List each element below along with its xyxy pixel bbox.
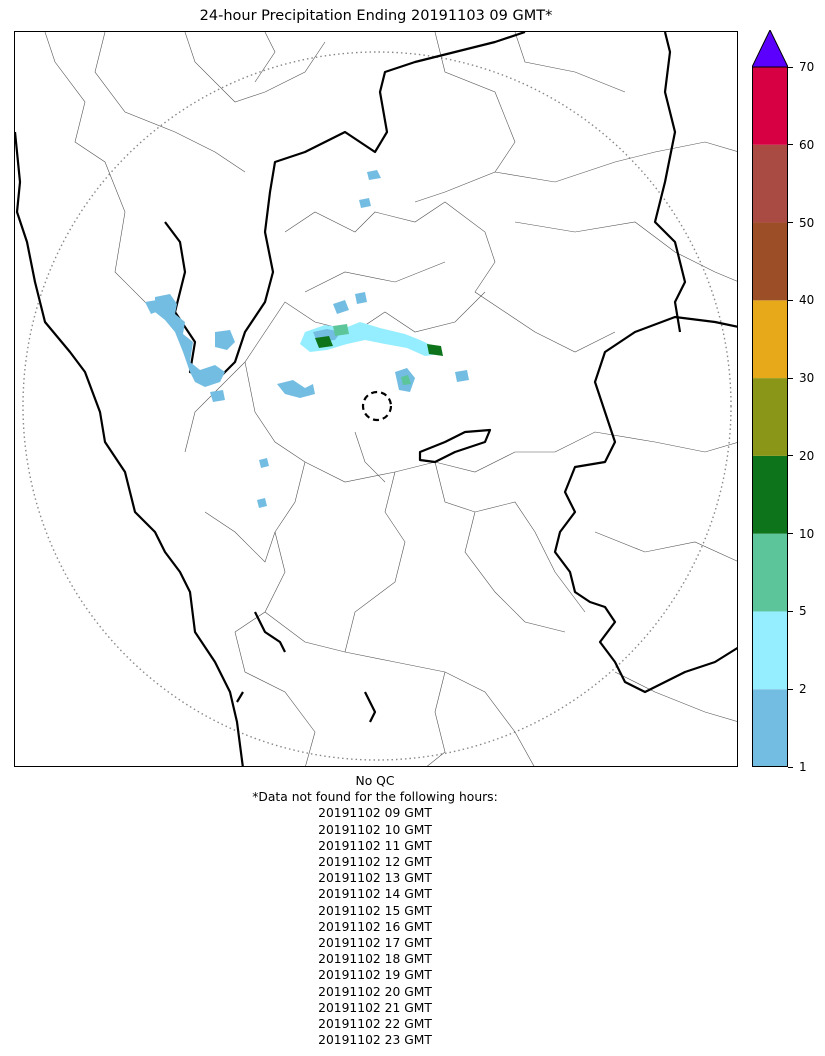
colorbar-tick-mark <box>788 766 793 768</box>
colorbar-tick-mark <box>788 222 793 224</box>
missing-hour-item: 20191102 18 GMT <box>318 952 432 967</box>
missing-hour-item: 20191102 13 GMT <box>318 871 432 886</box>
colorbar-tick-label: 60 <box>799 137 815 152</box>
colorbar-tick-label: 40 <box>799 293 815 308</box>
state-boundaries <box>15 32 737 766</box>
missing-hour-item: 20191102 14 GMT <box>318 887 432 902</box>
colorbar-bin <box>752 455 788 534</box>
colorbar-tick-mark <box>788 299 793 301</box>
map-title: 24-hour Precipitation Ending 20191103 09… <box>199 8 553 24</box>
missing-hours-list: 20191102 09 GMT 20191102 10 GMT 20191102 1… <box>0 805 750 1048</box>
colorbar-outline <box>752 66 788 767</box>
colorbar-bin <box>752 144 788 223</box>
colorbar-tick-mark <box>788 455 793 457</box>
missing-hour-item: 20191102 17 GMT <box>318 936 432 951</box>
missing-hour-item: 20191102 16 GMT <box>318 919 432 934</box>
colorbar-tick-mark <box>788 533 793 535</box>
missing-hour-item: 20191102 22 GMT <box>318 1017 432 1032</box>
missing-data-header: *Data not found for the following hours: <box>252 790 498 805</box>
district-boundaries <box>44 32 737 766</box>
colorbar-tick-label: 50 <box>799 215 815 230</box>
colorbar-tick-mark <box>788 144 793 146</box>
radar-site-marker <box>361 390 393 422</box>
colorbar-tick-mark <box>788 66 793 68</box>
missing-hour-item: 20191102 19 GMT <box>318 968 432 983</box>
colorbar-tick-label: 70 <box>799 60 815 74</box>
colorbar-bin <box>752 378 788 456</box>
map-panel <box>14 31 738 767</box>
colorbar-tick-label: 5 <box>799 604 807 619</box>
colorbar <box>752 30 788 767</box>
colorbar-tick-label: 10 <box>799 526 815 541</box>
colorbar-tick-mark <box>788 377 793 379</box>
colorbar-bin <box>752 67 788 145</box>
precipitation-map <box>15 32 737 766</box>
qc-note: No QC <box>355 774 395 788</box>
missing-hour-item: 20191102 21 GMT <box>318 1000 432 1015</box>
colorbar-bin <box>752 300 788 379</box>
notes-panel: No QC *Data not found for the following … <box>0 773 750 1048</box>
missing-hour-item: 20191102 09 GMT <box>318 806 432 821</box>
colorbar-tick-label: 2 <box>799 682 807 697</box>
missing-hour-item: 20191102 10 GMT <box>318 822 432 837</box>
colorbar-tick-label: 1 <box>799 760 807 774</box>
colorbar-bin <box>752 611 788 690</box>
colorbar-tick-mark <box>788 688 793 690</box>
colorbar-tick-label: 20 <box>799 448 815 463</box>
missing-hour-item: 20191102 20 GMT <box>318 984 432 999</box>
missing-hour-item: 20191102 23 GMT <box>318 1033 432 1048</box>
precipitation-patches <box>145 170 469 508</box>
colorbar-bin <box>752 222 788 301</box>
colorbar-overflow-triangle <box>752 30 788 68</box>
colorbar-tick-mark <box>788 610 793 612</box>
radar-range-ring <box>22 51 732 761</box>
missing-hour-item: 20191102 15 GMT <box>318 903 432 918</box>
colorbar-tick-label: 30 <box>799 371 815 386</box>
missing-hour-item: 20191102 12 GMT <box>318 855 432 870</box>
colorbar-bin <box>752 689 788 767</box>
colorbar-bin <box>752 533 788 612</box>
missing-hour-item: 20191102 11 GMT <box>318 838 432 853</box>
